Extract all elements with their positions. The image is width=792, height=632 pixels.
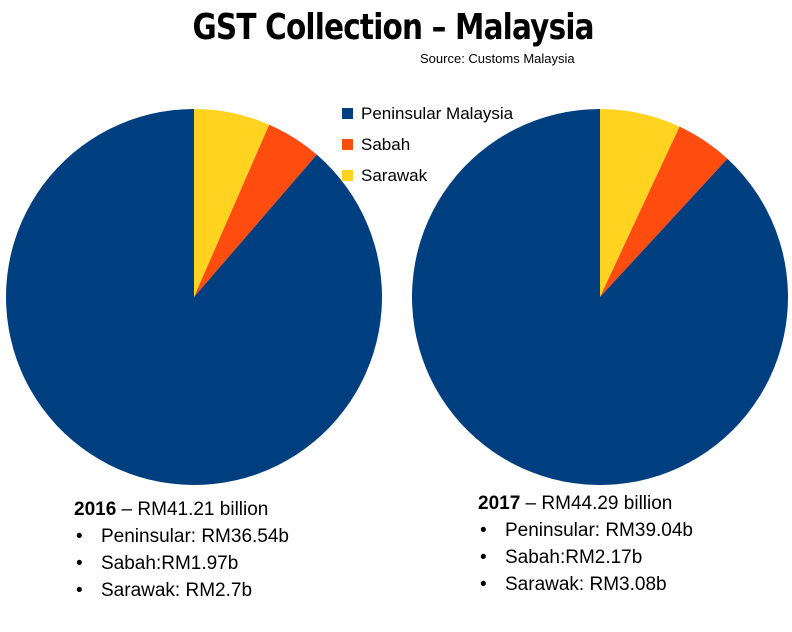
pie-2016-slice-sarawak bbox=[194, 109, 270, 297]
summary-2016-peninsular-text: Peninsular: RM36.54b bbox=[101, 526, 289, 547]
summary-2017-total: – RM44.29 billion bbox=[520, 493, 673, 514]
legend: Peninsular Malaysia Sabah Sarawak bbox=[342, 98, 513, 191]
bullet-icon: • bbox=[480, 574, 487, 595]
legend-item-sarawak: Sarawak bbox=[342, 160, 513, 191]
summary-2017-peninsular: • Peninsular: RM39.04b bbox=[478, 517, 693, 544]
summary-2016-list: • Peninsular: RM36.54b • Sabah:RM1.97b • Sa… bbox=[74, 523, 289, 604]
bullet-icon: • bbox=[76, 553, 83, 574]
legend-swatch-sabah bbox=[342, 139, 353, 150]
pie-2016-slice-sabah bbox=[194, 124, 317, 297]
bullet-icon: • bbox=[76, 526, 83, 547]
summary-2017-peninsular-text: Peninsular: RM39.04b bbox=[505, 520, 693, 541]
summary-2017: 2017 – RM44.29 billion • Peninsular: RM39… bbox=[478, 490, 693, 598]
summary-2016-year: 2016 bbox=[74, 499, 117, 520]
bullet-icon: • bbox=[76, 580, 83, 601]
summary-2017-sarawak: • Sarawak: RM3.08b bbox=[478, 571, 693, 598]
summary-2017-sabah-text: Sabah:RM2.17b bbox=[505, 547, 643, 568]
summary-2016-sabah-text: Sabah:RM1.97b bbox=[101, 553, 239, 574]
pie-2017-slice-peninsular bbox=[411, 109, 788, 485]
legend-swatch-peninsular bbox=[342, 108, 353, 119]
summary-2016-sarawak-text: Sarawak: RM2.7b bbox=[101, 580, 253, 601]
pie-2017-slice-sarawak bbox=[600, 109, 680, 297]
summary-2016-sarawak: • Sarawak: RM2.7b bbox=[74, 577, 289, 604]
bullet-icon: • bbox=[480, 520, 487, 541]
legend-item-peninsular: Peninsular Malaysia bbox=[342, 98, 513, 129]
summary-2017-sarawak-text: Sarawak: RM3.08b bbox=[505, 574, 667, 595]
summary-2017-year: 2017 bbox=[478, 493, 521, 514]
source-note: Source: Customs Malaysia bbox=[420, 51, 575, 66]
legend-swatch-sarawak bbox=[342, 170, 353, 181]
summary-2017-heading: 2017 – RM44.29 billion bbox=[478, 490, 693, 517]
summary-2016: 2016 – RM41.21 billion • Peninsular: RM36… bbox=[74, 496, 289, 604]
summary-2016-sabah: • Sabah:RM1.97b bbox=[74, 550, 289, 577]
bullet-icon: • bbox=[480, 547, 487, 568]
legend-label-peninsular: Peninsular Malaysia bbox=[361, 103, 514, 123]
summary-2016-total: – RM41.21 billion bbox=[116, 499, 269, 520]
legend-label-sarawak: Sarawak bbox=[361, 165, 428, 185]
summary-2017-sabah: • Sabah:RM2.17b bbox=[478, 544, 693, 571]
legend-item-sabah: Sabah bbox=[342, 129, 513, 160]
pie-2016-slice-peninsular bbox=[5, 109, 382, 485]
summary-2016-peninsular: • Peninsular: RM36.54b bbox=[74, 523, 289, 550]
legend-label-sabah: Sabah bbox=[361, 134, 411, 154]
chart-title: GST Collection – Malaysia bbox=[192, 7, 595, 48]
pie-2017-slice-sabah bbox=[600, 126, 728, 298]
summary-2016-heading: 2016 – RM41.21 billion bbox=[74, 496, 289, 523]
summary-2017-list: • Peninsular: RM39.04b • Sabah:RM2.17b • Sa… bbox=[478, 517, 693, 598]
